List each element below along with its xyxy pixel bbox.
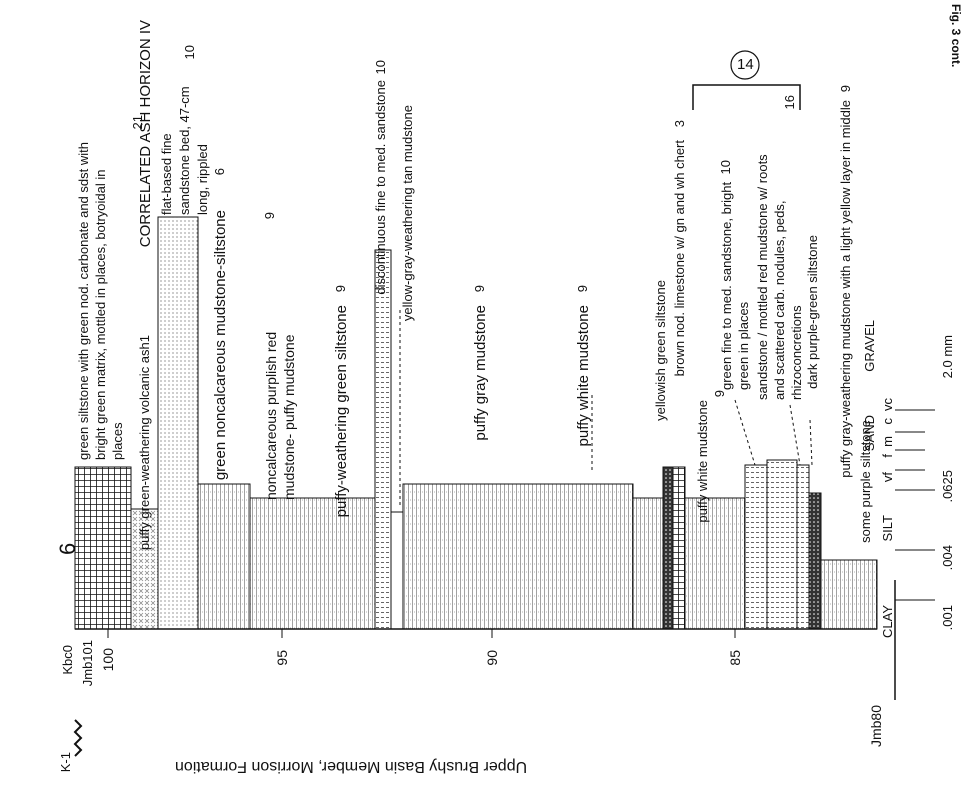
unit-num-14: 9 <box>712 390 727 398</box>
size-2mm: 2.0 mm <box>940 335 955 379</box>
unit-label-13: brown nod. limestone w/ gn and wh chert <box>672 140 687 377</box>
size-004: .004 <box>940 545 955 571</box>
bed-puffy-gray-mudstone <box>402 483 634 630</box>
unit-label-9: yellow-gray-weathering tan mudstone <box>400 105 415 322</box>
bed-puffy-white-mudstone-2 <box>684 497 746 630</box>
grain-gravel: GRAVEL <box>862 320 877 372</box>
grain-sand: SAND <box>862 415 877 452</box>
unit-label-3: CORRELATED ASH HORIZON IV <box>137 20 154 248</box>
unit-label-15: green fine to med. sandstone, bright gre… <box>719 181 751 390</box>
grain-vc: vc <box>880 398 895 411</box>
unit-label-18: puffy gray-weathering mudstone with a li… <box>838 100 853 478</box>
unit-label-14: puffy white mudstone <box>695 400 710 523</box>
unit-label-1: green siltstone with green nod. carbonat… <box>76 142 125 460</box>
size-0625: .0625 <box>940 470 955 503</box>
unit-label-12: yellowish green siltstone <box>653 280 668 421</box>
axis-title: Upper Brushy Basin Member, Morrison Form… <box>175 758 528 775</box>
unit-label-17: dark purple-green siltstone <box>805 235 820 389</box>
bed-green-sandstone <box>744 464 768 630</box>
unit-num-8: 10 <box>373 60 388 75</box>
unit-label-4: flat-based fine sandstone bed, 47-cm lon… <box>159 86 210 215</box>
grain-size-scale <box>894 409 935 700</box>
grain-m: m <box>880 436 895 447</box>
bed-sandstone-mottled <box>766 459 798 630</box>
unit-num-4: 10 <box>182 45 197 60</box>
grain-vf: vf <box>880 472 895 483</box>
bed-flat-sandstone <box>157 216 199 630</box>
bed-green-mudstone-siltstone <box>197 483 251 630</box>
unit-num-15: 10 <box>718 160 733 175</box>
figure-label: Fig. 3 cont. <box>949 4 963 68</box>
grain-silt: SILT <box>880 515 895 542</box>
unit-num-5: 6 <box>212 168 227 176</box>
contact-kbc0: Kbc0 <box>60 645 75 675</box>
unit-label-16: sandstone / mottled red mudstone w/ root… <box>755 154 804 400</box>
bed-gray-mudstone-yellow-layer <box>820 559 878 630</box>
height-axis <box>107 629 736 638</box>
unit-label-10: puffy gray mudstone <box>472 305 489 441</box>
grain-c: c <box>880 418 895 425</box>
tick-95: 95 <box>274 650 290 666</box>
bed-nod-limestone <box>672 466 686 630</box>
lithology-beds <box>74 216 878 630</box>
unit-num-7: 9 <box>333 285 348 293</box>
bed-siltstone-carbonate <box>74 466 132 630</box>
unit-label-11: puffy white mudstone <box>575 305 592 447</box>
bed-purple-green-siltstone <box>796 464 810 630</box>
unit-num-13: 3 <box>672 120 687 128</box>
bed-purplish-mudstone <box>249 497 376 630</box>
unit-14-label: 14 <box>737 56 754 73</box>
bed-tan-mudstone <box>390 511 404 630</box>
unit-label-8: discontinuous fine to med. sandstone <box>373 80 388 295</box>
bed-white-mudstone <box>632 497 664 630</box>
grain-f: f <box>880 454 895 458</box>
unit-label-6: noncalcareous purplish red mudstone- puf… <box>263 331 297 500</box>
unit-label-2: puffy green-weathering volcanic ash1 <box>137 335 152 551</box>
unconformity-symbol <box>73 719 83 757</box>
contact-k1: K-1 <box>58 752 73 773</box>
tick-90: 90 <box>484 650 500 666</box>
bed-discontinuous-sandstone <box>374 249 392 630</box>
tick-85: 85 <box>727 650 743 666</box>
section-number: 6 <box>55 542 80 555</box>
unit-num-11: 9 <box>575 285 590 293</box>
tick-100: 100 <box>100 648 116 672</box>
unit-num-6: 9 <box>262 212 277 220</box>
size-001: .001 <box>940 605 955 631</box>
contact-jmb101: Jmb101 <box>80 640 95 687</box>
unit-num-16: 16 <box>782 95 797 110</box>
bed-gray-weathering-mudstone <box>808 492 822 630</box>
unit-label-7: puffy-weathering green siltstone <box>333 305 350 518</box>
unit-num-18: 9 <box>838 85 853 93</box>
unit-label-5: green noncalcareous mudstone-siltstone <box>212 210 229 481</box>
grain-clay: CLAY <box>880 605 895 638</box>
unit-num-10: 9 <box>472 285 487 293</box>
contact-jmb80: Jmb80 <box>868 705 884 748</box>
